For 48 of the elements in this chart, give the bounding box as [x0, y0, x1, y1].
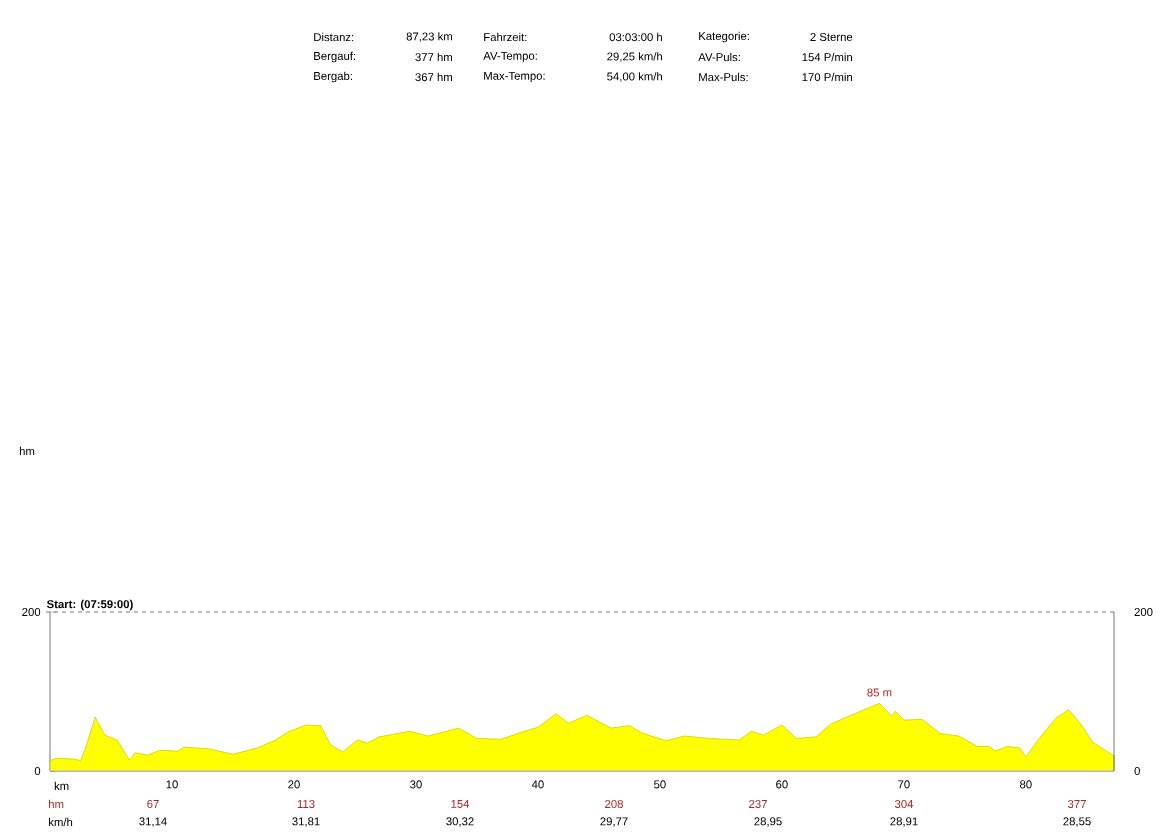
x-tick-label: 20: [288, 780, 300, 789]
text: 170 P/min: [802, 72, 852, 82]
x-tick-label: 30: [410, 780, 422, 789]
x-tick-label: 60: [776, 780, 788, 789]
x-tick-label: 80: [1020, 780, 1032, 789]
text: 28,91: [890, 817, 918, 827]
text: 367 hm: [415, 72, 452, 82]
text: 208: [605, 799, 623, 808]
text: 30,32: [446, 817, 474, 827]
text: Start: (07:59:00): [46, 599, 133, 611]
text: 154 P/min: [802, 52, 852, 62]
text: 377 hm: [415, 52, 452, 62]
x-tick-label: 40: [531, 780, 544, 789]
text: 31,14: [139, 817, 167, 827]
text: km/h: [49, 817, 73, 827]
text: Max-Tempo:: [484, 71, 545, 83]
text: 87,23 km: [406, 32, 452, 42]
text: 28,55: [1063, 817, 1091, 827]
text: AV-Tempo:: [483, 51, 537, 63]
y2-tick-label: 0: [1134, 766, 1140, 775]
text: 2 Sterne: [810, 32, 853, 41]
text: hm: [49, 799, 64, 809]
text: Fahrzeit:: [484, 32, 527, 42]
annotation: 85 m: [867, 688, 892, 697]
x-tick-label: 50: [654, 780, 666, 789]
x-tick-label: 70: [898, 780, 910, 789]
text: Max-Puls:: [699, 72, 748, 82]
text: 29,77: [600, 817, 628, 827]
text: Distanz:: [314, 32, 354, 42]
text: 03:03:00 h: [609, 32, 662, 42]
text: hm: [19, 446, 35, 456]
text: Bergab:: [314, 71, 352, 83]
y2-tick-label: 200: [1134, 607, 1153, 616]
text: 154: [451, 800, 470, 808]
text: 54,00 km/h: [607, 72, 662, 82]
text: 29,25 km/h: [607, 52, 662, 62]
text: 237: [749, 799, 767, 808]
text: AV-Puls:: [698, 52, 740, 62]
text: 67: [147, 799, 159, 808]
text: 28,95: [754, 817, 782, 827]
text: Bergauf:: [314, 51, 356, 63]
text: Kategorie:: [699, 31, 749, 43]
text: 377: [1067, 799, 1086, 808]
text: 113: [297, 799, 315, 808]
x-tick-label: 10: [166, 780, 178, 789]
x-axis-title: km: [54, 781, 69, 790]
text: 304: [894, 799, 914, 808]
text: 31,81: [292, 817, 320, 827]
